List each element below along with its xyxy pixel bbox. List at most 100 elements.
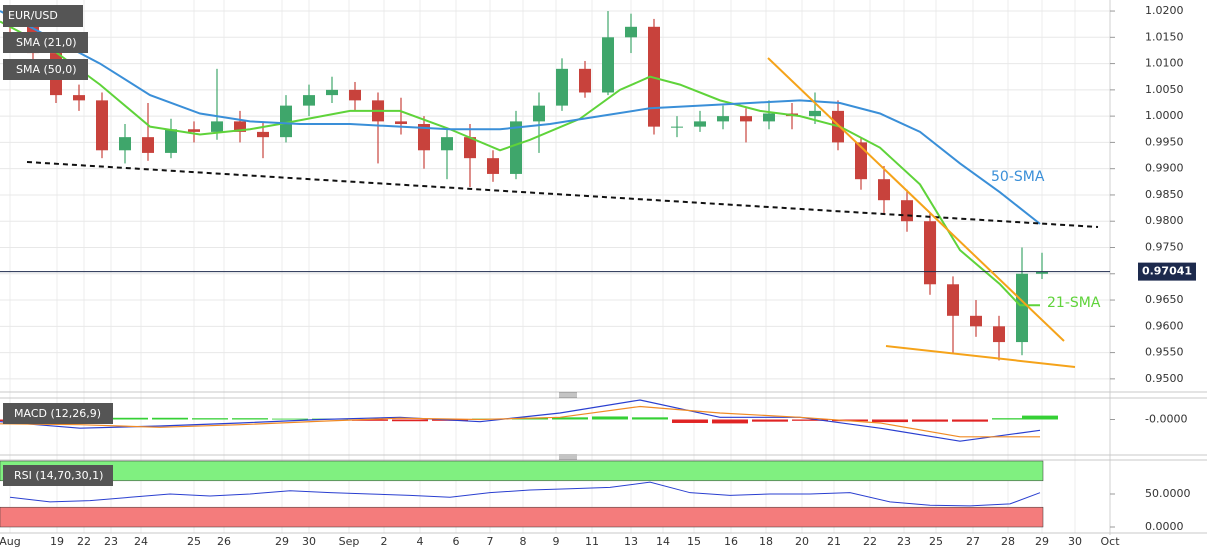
- annotation: 21-SMA: [1047, 295, 1101, 311]
- panel-title: RSI (14,70,30,1): [14, 469, 103, 482]
- line-series: [0, 10, 1041, 225]
- y-tick-label: 0.0000: [1145, 520, 1184, 533]
- histogram-bar: [592, 416, 628, 420]
- line-series: [0, 405, 1040, 438]
- x-tick-label: 7: [487, 535, 494, 548]
- candle-body: [533, 105, 545, 122]
- x-tick-label: 25: [929, 535, 943, 548]
- y-tick-label: 1.0200: [1145, 4, 1184, 17]
- candle-body: [970, 315, 982, 327]
- candle-body: [1036, 271, 1048, 274]
- x-tick-label: 8: [520, 535, 527, 548]
- x-tick-label: 9: [553, 535, 560, 548]
- y-tick-label: 0.9550: [1145, 346, 1184, 359]
- annotation: 50-SMA: [991, 169, 1045, 185]
- histogram-bar: [552, 417, 588, 420]
- candle-body: [694, 121, 706, 127]
- candle-body: [418, 124, 430, 151]
- histogram-bar: [192, 418, 228, 420]
- candle-body: [188, 129, 200, 132]
- histogram-bar: [952, 419, 988, 422]
- x-tick-label: 22: [863, 535, 877, 548]
- y-tick-label: 1.0100: [1145, 57, 1184, 70]
- candle-body: [924, 221, 936, 285]
- histogram-bar: [792, 419, 828, 421]
- x-tick-label: 19: [50, 535, 64, 548]
- y-tick-label: 0.9600: [1145, 319, 1184, 332]
- y-tick-label: 0.9800: [1145, 214, 1184, 227]
- candle-body: [257, 131, 269, 138]
- candle-body: [73, 95, 85, 101]
- x-tick-label: 16: [724, 535, 738, 548]
- price-label: 0.97041: [1142, 265, 1192, 278]
- candle-body: [142, 137, 154, 153]
- y-tick-label: 0.9500: [1145, 372, 1184, 385]
- y-tick-label: 0.9850: [1145, 188, 1184, 201]
- candle-body: [625, 26, 637, 38]
- candle-body: [119, 137, 131, 151]
- x-tick-label: Aug: [0, 535, 21, 548]
- x-tick-label: 11: [585, 535, 599, 548]
- candle-body: [280, 105, 292, 138]
- y-tick-label: 1.0000: [1145, 109, 1184, 122]
- x-tick-label: 20: [795, 535, 809, 548]
- candle-body: [809, 110, 821, 117]
- panel-title: MACD (12,26,9): [14, 407, 101, 420]
- legend-box: [3, 403, 113, 424]
- candle-body: [96, 100, 108, 151]
- rsi-band: [0, 506, 1044, 528]
- y-tick-label: 0.9900: [1145, 162, 1184, 175]
- x-tick-label: 23: [104, 535, 118, 548]
- histogram-bar: [912, 419, 948, 422]
- candle-body: [579, 68, 591, 93]
- y-tick-label: 1.0150: [1145, 30, 1184, 43]
- candle-body: [1016, 273, 1028, 343]
- candle-body: [211, 121, 223, 132]
- line-series: [0, 399, 1041, 442]
- rsi-band: [0, 460, 1044, 482]
- candle-body: [303, 95, 315, 106]
- y-tick-label: -0.0000: [1145, 413, 1187, 426]
- trend-line: [767, 57, 1065, 342]
- legend-label: SMA (21,0): [16, 36, 77, 49]
- candle-body: [349, 89, 361, 101]
- candle-body: [510, 121, 522, 174]
- y-tick-label: 50.0000: [1145, 487, 1191, 500]
- x-tick-label: Oct: [1100, 535, 1120, 548]
- y-tick-label: 0.9750: [1145, 240, 1184, 253]
- price-label-box: [1138, 262, 1196, 281]
- y-tick-label: 0.9650: [1145, 293, 1184, 306]
- histogram-bar: [112, 417, 148, 420]
- x-tick-label: 26: [217, 535, 231, 548]
- candle-body: [487, 158, 499, 174]
- candle-body: [947, 284, 959, 316]
- candle-body: [878, 179, 890, 201]
- x-tick-label: 4: [417, 535, 424, 548]
- legend-box: [3, 59, 88, 80]
- candle-body: [165, 129, 177, 153]
- x-tick-label: 25: [187, 535, 201, 548]
- x-tick-label: 29: [1035, 535, 1049, 548]
- candle-body: [441, 137, 453, 151]
- x-tick-label: 23: [897, 535, 911, 548]
- candle-body: [326, 89, 338, 96]
- candle-body: [901, 200, 913, 222]
- x-tick-label: 28: [1001, 535, 1015, 548]
- histogram-bar: [752, 419, 788, 422]
- candle-body: [855, 142, 867, 180]
- x-tick-label: 30: [302, 535, 316, 548]
- candle-body: [602, 37, 614, 93]
- histogram-bar: [272, 418, 308, 420]
- candle-body: [763, 113, 775, 122]
- candle-body: [464, 137, 476, 159]
- x-tick-label: 14: [656, 535, 670, 548]
- candle-body: [993, 326, 1005, 343]
- legend-box: [3, 32, 88, 53]
- x-tick-label: 22: [77, 535, 91, 548]
- histogram-bar: [672, 419, 708, 423]
- legend-box: [3, 465, 113, 486]
- histogram-bar: [152, 417, 188, 420]
- line-series: [0, 20, 1040, 307]
- x-tick-label: 29: [275, 535, 289, 548]
